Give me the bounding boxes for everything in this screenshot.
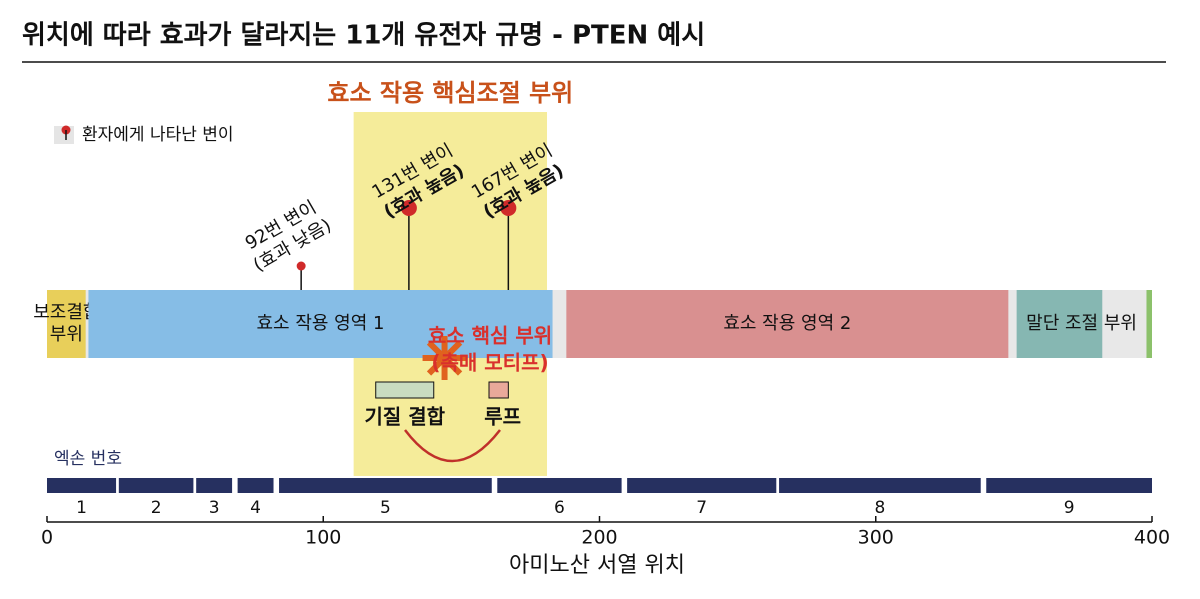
motif-label: 루프: [484, 405, 521, 429]
domain-label: 보조결합: [33, 302, 99, 323]
exon-title: 엑손 번호: [54, 449, 122, 469]
exon-label: 6: [554, 498, 565, 518]
domain-label: 효소 작용 영역 1: [256, 313, 384, 334]
exon-label: 2: [151, 498, 162, 518]
exon-label: 9: [1064, 498, 1075, 518]
exon: [627, 478, 777, 493]
domain: [566, 290, 1009, 358]
catalytic-note: (촉매 모티프): [431, 351, 548, 375]
exon: [497, 478, 622, 493]
title: 위치에 따라 효과가 달라지는 11개 유전자 규명 - PTEN 예시: [22, 21, 705, 51]
exon: [779, 478, 981, 493]
catalytic-star: [438, 352, 451, 364]
exon: [986, 478, 1152, 493]
domain-label: 부위: [50, 324, 83, 345]
catalytic-label: 효소 핵심 부위: [428, 324, 552, 348]
legend-label: 환자에게 나타난 변이: [82, 125, 234, 145]
x-tick-label: 200: [581, 527, 617, 549]
domain: [1146, 290, 1152, 358]
x-axis-label: 아미노산 서열 위치: [509, 553, 685, 578]
exon-label: 7: [696, 498, 707, 518]
interaction-arc: [404, 429, 501, 463]
mutation-pin: [400, 200, 417, 216]
mutation-pin: [500, 200, 517, 216]
exon-label: 8: [874, 498, 885, 518]
domain-label: 말단 조절 부위: [1026, 313, 1137, 334]
domain: [88, 290, 553, 358]
exon-label: 5: [380, 498, 391, 518]
motif: [375, 381, 435, 399]
exon: [237, 478, 274, 493]
exon-label: 1: [76, 498, 87, 518]
x-tick-label: 300: [858, 527, 894, 549]
exon-label: 3: [209, 498, 220, 518]
x-tick-label: 0: [41, 527, 53, 549]
exon: [118, 478, 194, 493]
mutation-pin: [296, 261, 306, 271]
domain: [47, 290, 86, 358]
motif: [488, 381, 509, 399]
mutation-label: 92번 변이(효과 낮음): [242, 197, 335, 276]
highlight-label: 효소 작용 핵심조절 부위: [327, 79, 573, 107]
domain-label: 효소 작용 영역 2: [723, 313, 851, 334]
x-tick-label: 100: [305, 527, 341, 549]
exon: [279, 478, 492, 493]
exon: [47, 478, 117, 493]
exon: [196, 478, 233, 493]
x-tick-label: 400: [1134, 527, 1170, 549]
exon-label: 4: [250, 498, 261, 518]
domain: [1016, 290, 1103, 358]
motif-label: 기질 결합: [364, 405, 445, 429]
